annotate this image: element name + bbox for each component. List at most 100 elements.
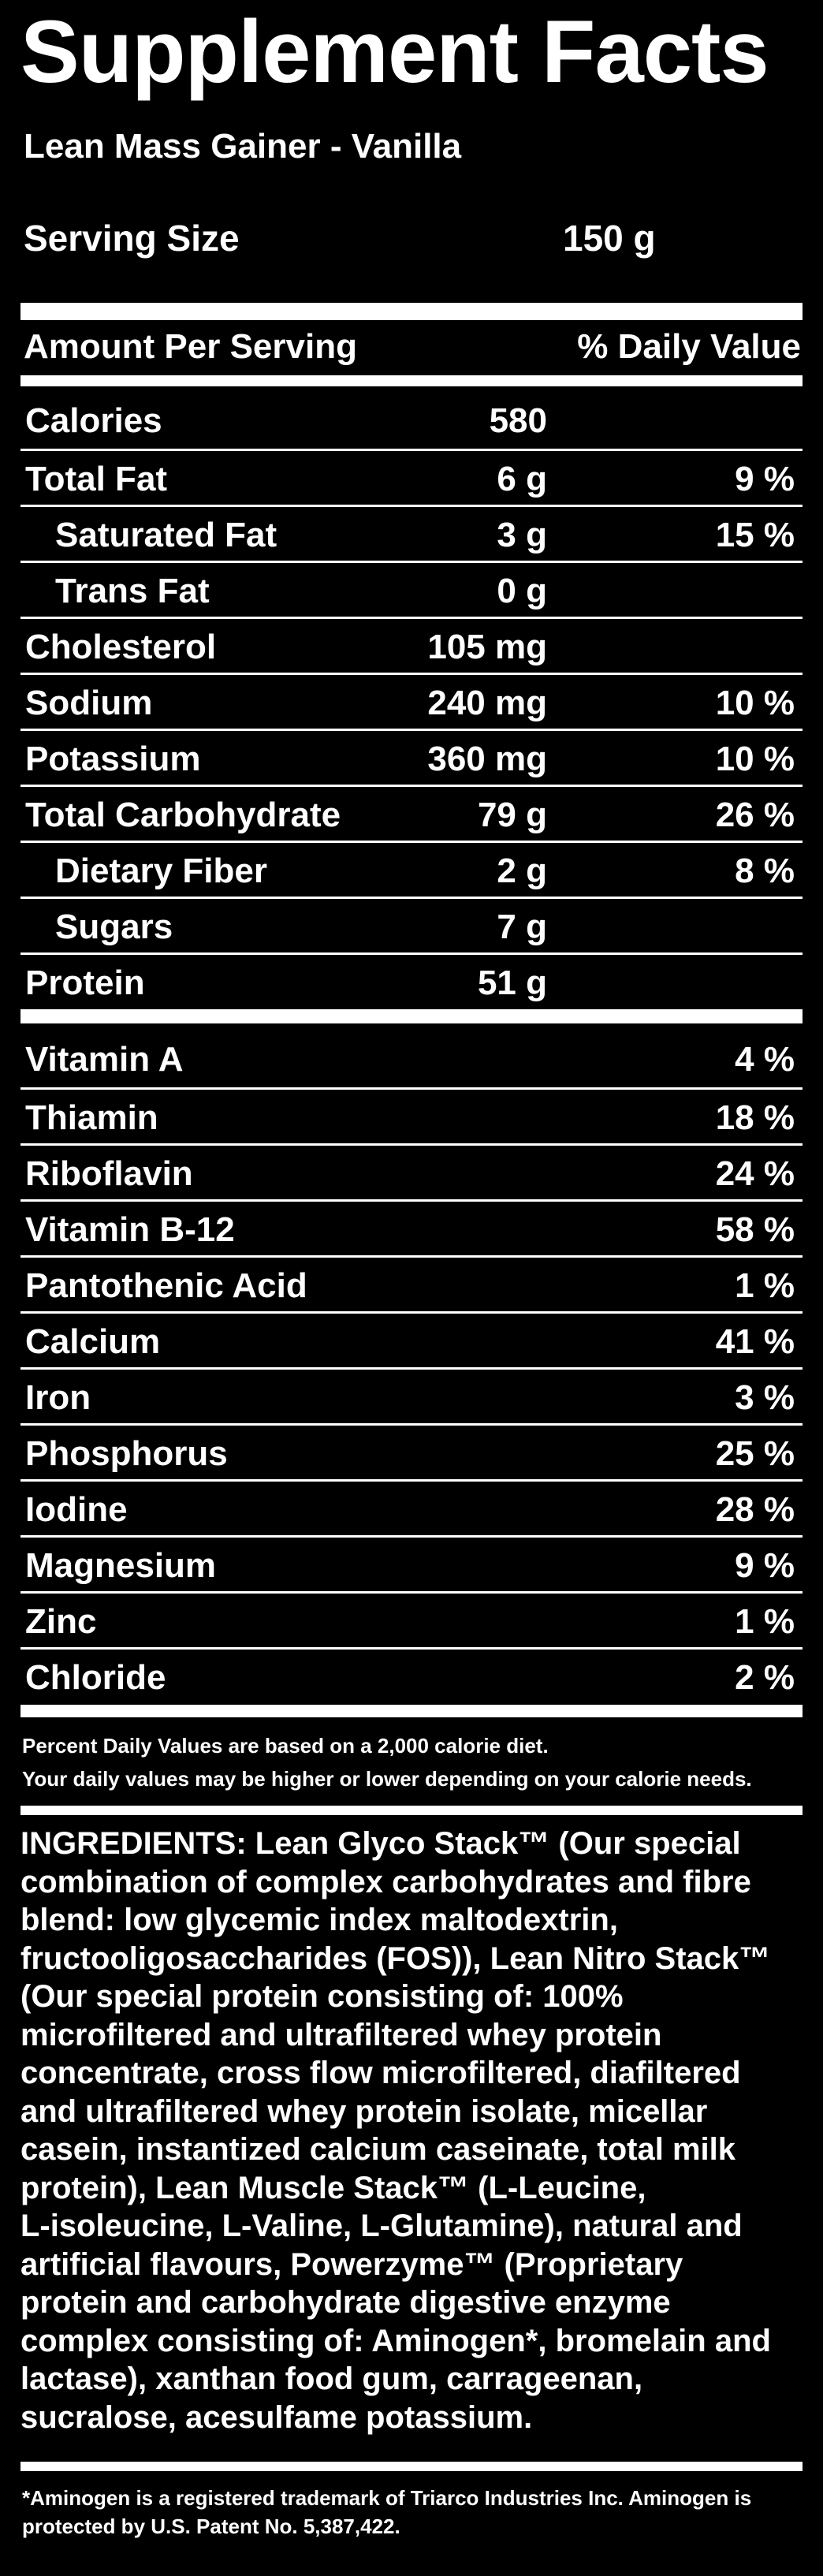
nutrient-name: Cholesterol bbox=[25, 628, 217, 666]
vitamin-row: Iodine 28 % bbox=[20, 1479, 803, 1535]
nutrient-row: Dietary Fiber 2 g 8 % bbox=[20, 841, 803, 897]
nutrient-row: Total Fat 6 g 9 % bbox=[20, 449, 803, 505]
ingredients-line: blend: low glycemic index maltodextrin, bbox=[20, 1903, 618, 1937]
nutrient-row: Sodium 240 mg 10 % bbox=[20, 673, 803, 729]
nutrient-name: Sugars bbox=[55, 908, 173, 946]
serving-size-value: 150 g bbox=[563, 218, 656, 259]
nutrient-row: Sugars 7 g bbox=[20, 897, 803, 952]
ingredients-line: concentrate, cross flow microfiltered, d… bbox=[20, 2056, 741, 2090]
vitamin-name: Thiamin bbox=[25, 1098, 158, 1137]
serving-size-label: Serving Size bbox=[24, 218, 240, 259]
vitamin-row: Vitamin A 4 % bbox=[20, 1031, 803, 1087]
vitamin-row: Pantothenic Acid 1 % bbox=[20, 1255, 803, 1311]
nutrient-name: Calories bbox=[25, 401, 162, 440]
nutrient-daily-value: 8 % bbox=[735, 852, 795, 890]
vitamin-row: Phosphorus 25 % bbox=[20, 1423, 803, 1479]
nutrient-amount: 79 g bbox=[477, 796, 547, 834]
ingredients-line: and ultrafiltered whey protein isolate, … bbox=[20, 2093, 708, 2129]
vitamin-name: Magnesium bbox=[25, 1546, 217, 1585]
vitamin-mineral-list: Vitamin A 4 % Thiamin 18 % Riboflavin 24 % Vit… bbox=[20, 1031, 803, 1703]
nutrient-name: Saturated Fat bbox=[55, 516, 277, 554]
ingredients-line: microfiltered and ultrafiltered whey pro… bbox=[20, 2017, 662, 2052]
vitamin-daily-value: 28 % bbox=[715, 1490, 795, 1529]
vitamin-name: Vitamin A bbox=[25, 1040, 184, 1079]
nutrient-row: Calories 580 bbox=[20, 393, 803, 449]
thick-divider-header bbox=[20, 375, 803, 386]
nutrient-amount: 3 g bbox=[497, 516, 547, 554]
nutrient-daily-value: 26 % bbox=[715, 796, 795, 834]
ingredients-label: INGREDIENTS: bbox=[20, 1826, 247, 1861]
amount-per-serving-header: Amount Per Serving bbox=[24, 327, 357, 366]
product-name: Lean Mass Gainer - Vanilla bbox=[24, 127, 462, 166]
vitamin-name: Iodine bbox=[25, 1490, 128, 1529]
nutrient-row: Trans Fat 0 g bbox=[20, 561, 803, 617]
vitamin-daily-value: 2 % bbox=[735, 1658, 795, 1697]
nutrient-daily-value: 10 % bbox=[715, 740, 795, 778]
label-title: Supplement Facts bbox=[20, 2, 769, 101]
nutrient-name: Protein bbox=[25, 964, 145, 1002]
ingredients-line: artificial flavours, Powerzyme™ (Proprie… bbox=[20, 2246, 683, 2282]
vitamin-daily-value: 1 % bbox=[735, 1266, 795, 1305]
ingredients-line: fructooligosaccharides (FOS)), Lean Nitr… bbox=[20, 1940, 771, 1976]
vitamin-row: Magnesium 9 % bbox=[20, 1535, 803, 1591]
nutrient-name: Trans Fat bbox=[55, 572, 210, 610]
ingredients-line: protein), Lean Muscle Stack™ (L-Leucine, bbox=[20, 2170, 646, 2205]
dv-note-line-2: Your daily values may be higher or lower… bbox=[22, 1767, 752, 1791]
footnote-line-2: protected by U.S. Patent No. 5,387,422. bbox=[22, 2514, 400, 2538]
vitamin-row: Iron 3 % bbox=[20, 1367, 803, 1423]
ingredients-text: Lean Glyco Stack™ (Our special bbox=[246, 1826, 741, 1861]
nutrient-daily-value: 10 % bbox=[715, 684, 795, 722]
vitamin-name: Phosphorus bbox=[25, 1434, 228, 1473]
vitamin-name: Riboflavin bbox=[25, 1154, 193, 1193]
footnote-line-1: *Aminogen is a registered trademark of T… bbox=[22, 2486, 752, 2510]
vitamin-name: Zinc bbox=[25, 1602, 97, 1641]
nutrient-row: Potassium 360 mg 10 % bbox=[20, 729, 803, 785]
ingredients-line: complex consisting of: Aminogen*, bromel… bbox=[20, 2323, 771, 2358]
nutrient-daily-value: 15 % bbox=[715, 516, 795, 554]
vitamin-daily-value: 24 % bbox=[715, 1154, 795, 1193]
nutrient-amount: 0 g bbox=[497, 572, 547, 610]
vitamin-daily-value: 1 % bbox=[735, 1602, 795, 1641]
thick-divider-footnote bbox=[20, 2462, 803, 2471]
vitamin-daily-value: 25 % bbox=[715, 1434, 795, 1473]
vitamin-row: Chloride 2 % bbox=[20, 1647, 803, 1703]
nutrient-name: Dietary Fiber bbox=[55, 852, 267, 890]
vitamin-daily-value: 4 % bbox=[735, 1040, 795, 1079]
daily-value-header: % Daily Value bbox=[577, 327, 801, 366]
thick-divider-note bbox=[20, 1705, 803, 1717]
ingredients-line: combination of complex carbohydrates and… bbox=[20, 1864, 751, 1899]
nutrient-name: Sodium bbox=[25, 684, 153, 722]
thick-divider-ingredients bbox=[20, 1806, 803, 1815]
nutrient-amount: 6 g bbox=[497, 460, 547, 498]
nutrient-row: Cholesterol 105 mg bbox=[20, 617, 803, 673]
nutrient-name: Total Fat bbox=[25, 460, 168, 498]
ingredients-line: (Our special protein consisting of: 100% bbox=[20, 1979, 624, 2014]
nutrient-amount: 580 bbox=[489, 401, 547, 440]
vitamin-name: Vitamin B-12 bbox=[25, 1210, 235, 1249]
vitamin-name: Pantothenic Acid bbox=[25, 1266, 307, 1305]
vitamin-name: Iron bbox=[25, 1378, 91, 1417]
nutrient-amount: 240 mg bbox=[427, 684, 547, 722]
nutrient-amount: 7 g bbox=[497, 908, 547, 946]
vitamin-row: Calcium 41 % bbox=[20, 1311, 803, 1367]
macro-nutrient-list: Calories 580 Total Fat 6 g 9 % Saturated Fat 3… bbox=[20, 393, 803, 1008]
vitamin-daily-value: 58 % bbox=[715, 1210, 795, 1249]
nutrient-row: Saturated Fat 3 g 15 % bbox=[20, 505, 803, 561]
vitamin-row: Zinc 1 % bbox=[20, 1591, 803, 1647]
ingredients-line: casein, instantized calcium caseinate, t… bbox=[20, 2132, 736, 2167]
thick-divider-vitamins bbox=[20, 1009, 803, 1023]
nutrient-row: Total Carbohydrate 79 g 26 % bbox=[20, 785, 803, 841]
nutrient-amount: 2 g bbox=[497, 852, 547, 890]
vitamin-daily-value: 41 % bbox=[715, 1322, 795, 1361]
vitamin-daily-value: 3 % bbox=[735, 1378, 795, 1417]
vitamin-daily-value: 9 % bbox=[735, 1546, 795, 1585]
trademark-footnote: *Aminogen is a registered trademark of T… bbox=[22, 2484, 803, 2541]
nutrient-row: Protein 51 g bbox=[20, 952, 803, 1008]
ingredients-line: lactase), xanthan food gum, carrageenan, bbox=[20, 2362, 643, 2396]
vitamin-name: Calcium bbox=[25, 1322, 161, 1361]
ingredients-section: INGREDIENTS: Lean Glyco Stack™ (Our spec… bbox=[20, 1825, 804, 2436]
nutrient-amount: 51 g bbox=[477, 964, 547, 1002]
vitamin-daily-value: 18 % bbox=[715, 1098, 795, 1137]
vitamin-row: Vitamin B-12 58 % bbox=[20, 1199, 803, 1255]
